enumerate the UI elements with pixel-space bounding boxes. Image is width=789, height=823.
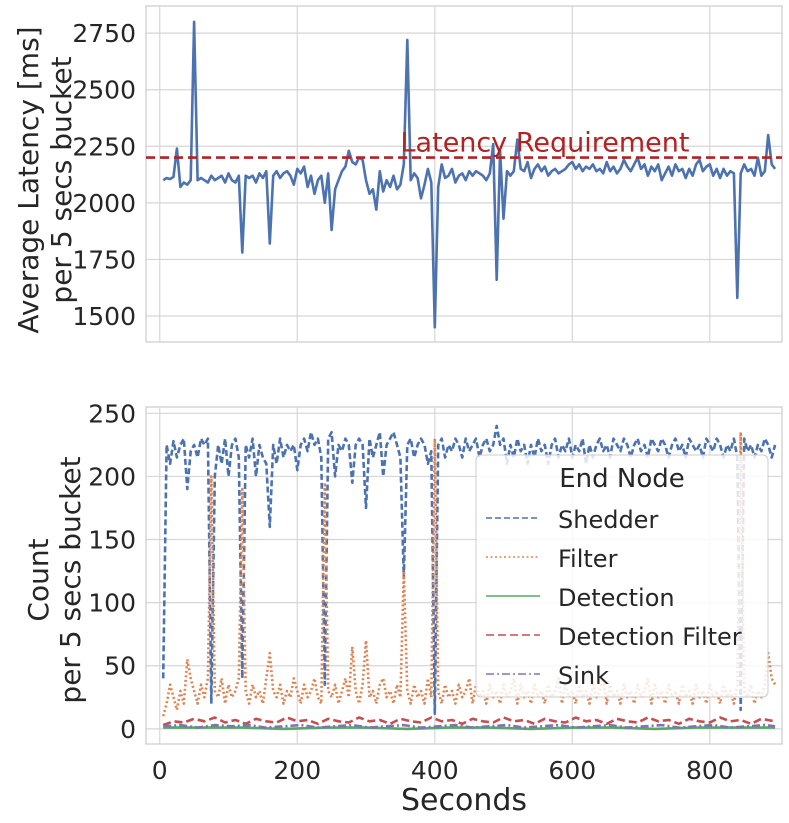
count-y-ticks: 0 50 100 150 200 250 <box>88 399 136 744</box>
latency-y-label-line2: per 5 secs bucket <box>45 56 78 303</box>
latency-y-label-line1: Average Latency [ms] <box>12 26 45 333</box>
latency-chart: 1500 1750 2000 2250 2500 2750 Latency Require… <box>12 5 783 343</box>
legend-label-detection: Detection <box>558 584 675 612</box>
y-tick-label: 1500 <box>72 302 136 331</box>
legend-title: End Node <box>559 464 685 494</box>
y-tick-label: 2000 <box>72 189 136 218</box>
y-tick-label: 2500 <box>72 76 136 105</box>
x-tick-label: 800 <box>686 756 734 785</box>
y-tick-label: 0 <box>120 715 136 744</box>
legend-label-filter: Filter <box>558 545 618 573</box>
series-line-shedder <box>161 424 777 715</box>
y-tick-label: 2750 <box>72 19 136 48</box>
y-tick-label: 150 <box>88 526 136 555</box>
x-tick-label: 0 <box>152 756 168 785</box>
y-tick-label: 2250 <box>72 132 136 161</box>
y-tick-label: 100 <box>88 589 136 618</box>
x-tick-label: 600 <box>548 756 596 785</box>
legend-label-detection-filter: Detection Filter <box>558 623 742 651</box>
x-tick-label: 200 <box>273 756 321 785</box>
count-series <box>161 424 777 731</box>
count-x-ticks: 0 200 400 600 800 <box>152 756 734 785</box>
series-line-sink <box>163 723 776 729</box>
series-line-detection-filter <box>162 716 776 727</box>
y-tick-label: 250 <box>88 399 136 428</box>
count-x-label: Seconds <box>401 783 527 818</box>
legend-label-shedder: Shedder <box>558 506 658 534</box>
legend-box <box>475 454 769 698</box>
series-line-latency <box>162 20 777 329</box>
x-tick-label: 400 <box>411 756 459 785</box>
count-y-label-line1: Count <box>22 538 55 621</box>
legend: End Node Shedder Filter Detection Detection… <box>475 454 769 698</box>
latency-grid <box>146 6 782 342</box>
count-chart: 0 50 100 150 200 250 0 200 400 600 800 Count per … <box>22 399 783 818</box>
y-tick-label: 1750 <box>72 245 136 274</box>
count-y-label-line2: per 5 secs bucket <box>54 456 87 703</box>
latency-requirement-label: Latency Requirement <box>401 128 690 159</box>
y-tick-label: 200 <box>88 462 136 491</box>
legend-items: Shedder Filter Detection Detection Filter Si… <box>486 506 742 690</box>
latency-y-ticks: 1500 1750 2000 2250 2500 2750 <box>72 19 136 331</box>
legend-label-sink: Sink <box>558 662 609 690</box>
latency-series <box>162 20 777 329</box>
y-tick-label: 50 <box>104 652 136 681</box>
